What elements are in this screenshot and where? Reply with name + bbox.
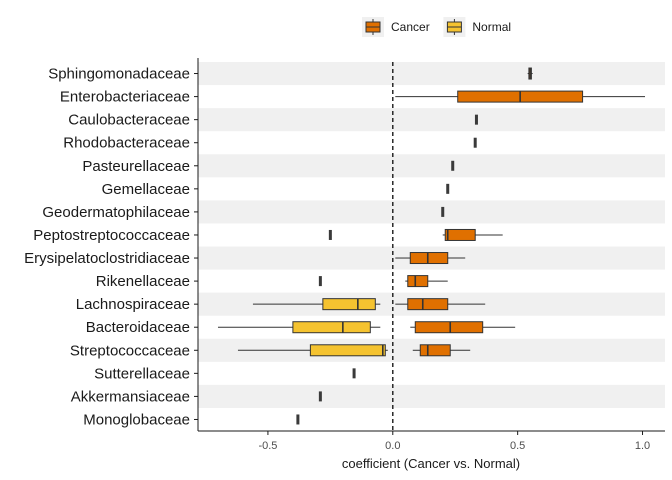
row-stripe bbox=[198, 384, 665, 408]
y-tick-label: Bacteroidaceae bbox=[86, 319, 190, 336]
single-value-mark bbox=[352, 368, 356, 379]
iqr-box bbox=[444, 228, 476, 241]
box-normal bbox=[318, 276, 322, 287]
y-tick-label: Rhodobacteraceae bbox=[63, 135, 190, 152]
box-cancer bbox=[395, 90, 646, 103]
box-cancer bbox=[527, 67, 533, 80]
x-tick-label: 0.5 bbox=[510, 440, 525, 452]
y-tick-label: Lachnospiraceae bbox=[76, 296, 190, 313]
y-tick-label: Akkermansiaceae bbox=[71, 388, 190, 405]
legend-item-normal: Normal bbox=[443, 17, 511, 37]
box-normal bbox=[296, 414, 300, 425]
iqr-box bbox=[419, 344, 451, 357]
legend-label: Normal bbox=[472, 20, 511, 34]
y-tick-label: Sutterellaceae bbox=[94, 365, 190, 382]
box-cancer bbox=[441, 206, 445, 217]
box-cancer bbox=[451, 160, 455, 171]
single-value-mark bbox=[474, 114, 478, 125]
x-axis-title: coefficient (Cancer vs. Normal) bbox=[342, 456, 520, 471]
row-stripe bbox=[198, 62, 665, 86]
y-tick-label: Geodermatophilaceae bbox=[42, 204, 190, 221]
x-tick-label: 0.0 bbox=[385, 440, 400, 452]
box-cancer bbox=[442, 228, 503, 241]
iqr-box bbox=[322, 298, 376, 311]
x-tick-label: 1.0 bbox=[635, 440, 650, 452]
y-tick-label: Sphingomonadaceae bbox=[48, 66, 190, 83]
legend-item-cancer: Cancer bbox=[362, 17, 430, 37]
box-layer bbox=[217, 67, 646, 425]
y-tick-label: Enterobacteriaceae bbox=[60, 89, 190, 106]
row-stripe bbox=[198, 200, 665, 224]
axes: Sphingomonadaceae Enterobacteriaceae Caulo… bbox=[24, 58, 665, 452]
row-stripe bbox=[198, 154, 665, 178]
single-value-mark bbox=[318, 391, 322, 402]
iqr-box bbox=[414, 321, 484, 334]
y-tick-label: Peptostreptococcaceae bbox=[33, 227, 190, 244]
y-tick-label: Rikenellaceae bbox=[96, 273, 190, 290]
box-cancer bbox=[405, 275, 448, 288]
box-cancer bbox=[446, 183, 450, 194]
iqr-box bbox=[309, 344, 386, 357]
box-cancer bbox=[474, 114, 478, 125]
y-tick-label: Monoglobaceae bbox=[83, 411, 190, 428]
y-tick-label: Erysipelatoclostridiaceae bbox=[24, 250, 190, 267]
single-value-mark bbox=[296, 414, 300, 425]
y-tick-label: Caulobacteraceae bbox=[68, 112, 190, 129]
box-cancer bbox=[395, 298, 486, 311]
box-normal bbox=[237, 344, 388, 357]
box-normal bbox=[252, 298, 381, 311]
box-normal bbox=[352, 368, 356, 379]
y-tick-label: Gemellaceae bbox=[102, 181, 190, 198]
box-cancer bbox=[410, 321, 516, 334]
box-normal bbox=[217, 321, 381, 334]
single-value-mark bbox=[446, 183, 450, 194]
box-cancer bbox=[395, 252, 466, 265]
box-normal bbox=[328, 229, 332, 240]
y-tick-label: Streptococcaceae bbox=[70, 342, 190, 359]
box-cancer bbox=[473, 137, 477, 148]
y-tick-label: Pasteurellaceae bbox=[82, 158, 190, 175]
iqr-box bbox=[292, 321, 371, 334]
single-value-mark bbox=[328, 229, 332, 240]
legend-label: Cancer bbox=[391, 20, 430, 34]
legend: Cancer Normal bbox=[362, 17, 511, 37]
row-stripe bbox=[198, 108, 665, 132]
x-tick-label: -0.5 bbox=[258, 440, 277, 452]
iqr-box bbox=[409, 252, 449, 265]
iqr-box bbox=[407, 275, 429, 288]
single-value-mark bbox=[318, 276, 322, 287]
single-value-mark bbox=[451, 160, 455, 171]
iqr-box bbox=[407, 298, 449, 311]
box-cancer bbox=[412, 344, 471, 357]
single-value-mark bbox=[441, 206, 445, 217]
single-value-mark bbox=[473, 137, 477, 148]
box-normal bbox=[318, 391, 322, 402]
